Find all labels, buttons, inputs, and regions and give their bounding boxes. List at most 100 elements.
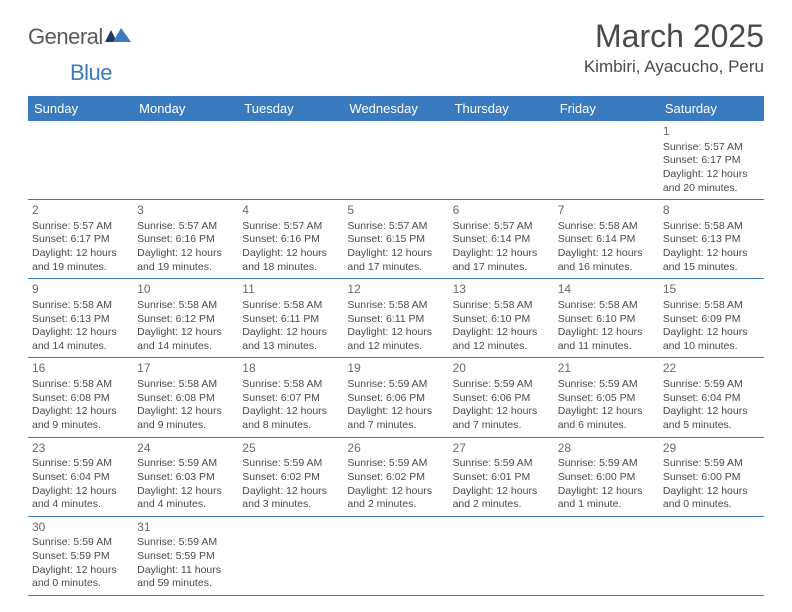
calendar-body: 1Sunrise: 5:57 AMSunset: 6:17 PMDaylight… <box>28 121 764 595</box>
day-info-line: Sunrise: 5:58 AM <box>32 378 129 392</box>
day-info-line: Sunset: 6:17 PM <box>663 154 760 168</box>
calendar-day-cell: 22Sunrise: 5:59 AMSunset: 6:04 PMDayligh… <box>659 358 764 437</box>
day-info-line: Sunset: 6:03 PM <box>137 471 234 485</box>
calendar-empty-cell <box>449 121 554 200</box>
calendar-head: SundayMondayTuesdayWednesdayThursdayFrid… <box>28 96 764 121</box>
day-info-line: Sunset: 6:15 PM <box>347 233 444 247</box>
day-info-line: Sunrise: 5:59 AM <box>242 457 339 471</box>
calendar-day-cell: 5Sunrise: 5:57 AMSunset: 6:15 PMDaylight… <box>343 200 448 279</box>
day-info-line: Sunset: 6:01 PM <box>453 471 550 485</box>
day-info-line: Daylight: 12 hours <box>453 247 550 261</box>
day-info-line: Sunrise: 5:57 AM <box>663 141 760 155</box>
day-info-line: Daylight: 12 hours <box>663 168 760 182</box>
calendar-week-row: 9Sunrise: 5:58 AMSunset: 6:13 PMDaylight… <box>28 279 764 358</box>
day-info-line: Daylight: 12 hours <box>32 405 129 419</box>
day-info-line: Sunrise: 5:59 AM <box>137 536 234 550</box>
calendar-day-cell: 18Sunrise: 5:58 AMSunset: 6:07 PMDayligh… <box>238 358 343 437</box>
day-info-line: Daylight: 12 hours <box>558 247 655 261</box>
day-number: 16 <box>32 361 129 377</box>
title-block: March 2025 Kimbiri, Ayacucho, Peru <box>584 18 764 77</box>
day-info-line: Sunset: 6:08 PM <box>32 392 129 406</box>
day-info-line: Daylight: 12 hours <box>32 326 129 340</box>
day-info-line: and 17 minutes. <box>453 261 550 275</box>
day-info-line: Daylight: 12 hours <box>663 326 760 340</box>
day-info-line: Daylight: 12 hours <box>137 485 234 499</box>
day-info-line: and 7 minutes. <box>347 419 444 433</box>
day-info-line: Daylight: 12 hours <box>32 247 129 261</box>
day-info-line: Sunrise: 5:57 AM <box>347 220 444 234</box>
day-info-line: and 17 minutes. <box>347 261 444 275</box>
day-info-line: Daylight: 12 hours <box>347 326 444 340</box>
day-info-line: Sunrise: 5:57 AM <box>32 220 129 234</box>
calendar-day-cell: 30Sunrise: 5:59 AMSunset: 5:59 PMDayligh… <box>28 516 133 595</box>
day-info-line: Sunset: 6:14 PM <box>558 233 655 247</box>
day-info-line: Sunset: 6:04 PM <box>663 392 760 406</box>
day-info-line: Sunrise: 5:59 AM <box>32 536 129 550</box>
day-info-line: and 0 minutes. <box>663 498 760 512</box>
day-number: 26 <box>347 441 444 457</box>
day-info-line: Sunrise: 5:58 AM <box>137 299 234 313</box>
calendar-day-cell: 25Sunrise: 5:59 AMSunset: 6:02 PMDayligh… <box>238 437 343 516</box>
day-number: 9 <box>32 282 129 298</box>
calendar-empty-cell <box>554 516 659 595</box>
day-info-line: and 4 minutes. <box>32 498 129 512</box>
day-info-line: Sunrise: 5:59 AM <box>663 457 760 471</box>
day-info-line: and 9 minutes. <box>137 419 234 433</box>
day-info-line: Sunset: 6:08 PM <box>137 392 234 406</box>
day-info-line: and 8 minutes. <box>242 419 339 433</box>
day-info-line: Sunset: 5:59 PM <box>32 550 129 564</box>
day-info-line: Sunrise: 5:59 AM <box>137 457 234 471</box>
day-info-line: and 6 minutes. <box>558 419 655 433</box>
day-info-line: and 19 minutes. <box>137 261 234 275</box>
calendar-day-cell: 6Sunrise: 5:57 AMSunset: 6:14 PMDaylight… <box>449 200 554 279</box>
day-number: 14 <box>558 282 655 298</box>
day-info-line: and 16 minutes. <box>558 261 655 275</box>
day-number: 19 <box>347 361 444 377</box>
logo: GeneralBlue <box>28 24 131 86</box>
day-info-line: Daylight: 12 hours <box>32 564 129 578</box>
day-number: 21 <box>558 361 655 377</box>
day-info-line: Sunrise: 5:57 AM <box>242 220 339 234</box>
day-number: 24 <box>137 441 234 457</box>
calendar-day-cell: 28Sunrise: 5:59 AMSunset: 6:00 PMDayligh… <box>554 437 659 516</box>
day-number: 6 <box>453 203 550 219</box>
day-info-line: and 59 minutes. <box>137 577 234 591</box>
calendar-week-row: 2Sunrise: 5:57 AMSunset: 6:17 PMDaylight… <box>28 200 764 279</box>
day-info-line: Sunset: 6:02 PM <box>242 471 339 485</box>
day-info-line: Sunrise: 5:59 AM <box>347 378 444 392</box>
day-info-line: and 14 minutes. <box>137 340 234 354</box>
day-info-line: Sunset: 6:02 PM <box>347 471 444 485</box>
location-text: Kimbiri, Ayacucho, Peru <box>584 57 764 77</box>
day-number: 23 <box>32 441 129 457</box>
day-number: 10 <box>137 282 234 298</box>
day-number: 25 <box>242 441 339 457</box>
day-info-line: and 2 minutes. <box>453 498 550 512</box>
weekday-header: Saturday <box>659 96 764 121</box>
day-number: 28 <box>558 441 655 457</box>
calendar-day-cell: 8Sunrise: 5:58 AMSunset: 6:13 PMDaylight… <box>659 200 764 279</box>
day-number: 11 <box>242 282 339 298</box>
day-info-line: Daylight: 12 hours <box>558 405 655 419</box>
day-info-line: Sunset: 6:04 PM <box>32 471 129 485</box>
day-number: 12 <box>347 282 444 298</box>
day-info-line: Sunset: 6:07 PM <box>242 392 339 406</box>
day-number: 20 <box>453 361 550 377</box>
day-info-line: Sunset: 6:13 PM <box>663 233 760 247</box>
day-info-line: and 10 minutes. <box>663 340 760 354</box>
day-number: 17 <box>137 361 234 377</box>
calendar-day-cell: 31Sunrise: 5:59 AMSunset: 5:59 PMDayligh… <box>133 516 238 595</box>
day-info-line: Daylight: 12 hours <box>663 247 760 261</box>
day-info-line: Sunrise: 5:58 AM <box>558 299 655 313</box>
day-info-line: Sunset: 6:14 PM <box>453 233 550 247</box>
day-info-line: Sunrise: 5:58 AM <box>137 378 234 392</box>
day-info-line: Sunset: 6:11 PM <box>242 313 339 327</box>
weekday-header: Friday <box>554 96 659 121</box>
day-number: 8 <box>663 203 760 219</box>
day-number: 13 <box>453 282 550 298</box>
calendar-empty-cell <box>343 516 448 595</box>
day-info-line: Sunrise: 5:58 AM <box>242 378 339 392</box>
weekday-header: Wednesday <box>343 96 448 121</box>
day-info-line: and 4 minutes. <box>137 498 234 512</box>
calendar-day-cell: 24Sunrise: 5:59 AMSunset: 6:03 PMDayligh… <box>133 437 238 516</box>
weekday-header: Thursday <box>449 96 554 121</box>
